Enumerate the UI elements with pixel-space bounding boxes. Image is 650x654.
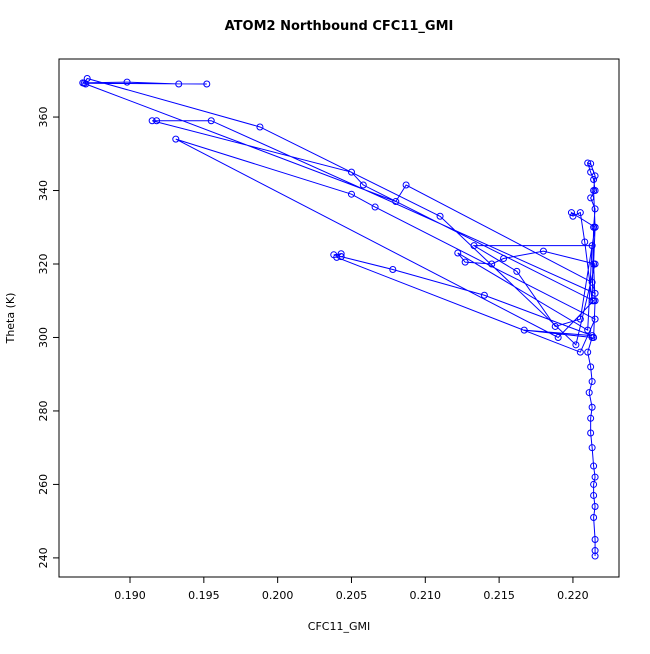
y-tick-label: 280 xyxy=(37,400,50,421)
x-tick-label: 0.195 xyxy=(188,589,220,602)
data-point xyxy=(123,78,131,86)
data-point xyxy=(588,444,596,452)
y-tick-label: 240 xyxy=(37,547,50,568)
data-point xyxy=(554,333,562,341)
data-point xyxy=(590,187,598,195)
x-tick-label: 0.200 xyxy=(262,589,294,602)
data-point xyxy=(480,291,488,299)
data-point xyxy=(359,181,367,189)
data-point xyxy=(591,315,599,323)
data-point xyxy=(587,363,595,371)
data-point xyxy=(172,135,180,143)
data-point xyxy=(591,289,599,297)
data-line xyxy=(82,77,596,557)
x-tick-label: 0.220 xyxy=(557,589,589,602)
data-point xyxy=(256,123,264,131)
data-point xyxy=(588,403,596,411)
data-point xyxy=(576,348,584,356)
data-point xyxy=(591,172,599,180)
chart-title: ATOM2 Northbound CFC11_GMI xyxy=(225,19,454,34)
y-tick-label: 360 xyxy=(37,107,50,128)
plot-frame xyxy=(58,58,620,578)
data-point xyxy=(513,267,521,275)
data-point xyxy=(588,297,596,305)
data-point xyxy=(347,168,355,176)
data-point xyxy=(337,253,345,261)
data-point xyxy=(587,429,595,437)
data-point xyxy=(590,513,598,521)
data-point xyxy=(488,260,496,268)
data-point xyxy=(207,117,215,125)
data-point xyxy=(569,212,577,220)
data-point xyxy=(590,260,598,268)
data-point xyxy=(588,242,596,250)
data-point xyxy=(551,322,559,330)
data-point xyxy=(591,205,599,213)
data-point xyxy=(590,480,598,488)
y-axis-label: Theta (K) xyxy=(4,293,17,345)
data-point xyxy=(588,278,596,286)
data-point xyxy=(587,168,595,176)
data-point xyxy=(567,209,575,217)
data-point xyxy=(588,332,596,340)
x-tick-label: 0.215 xyxy=(483,589,515,602)
data-point xyxy=(520,326,528,334)
data-point xyxy=(591,536,599,544)
data-point xyxy=(175,80,183,88)
data-point xyxy=(576,209,584,217)
data-point xyxy=(389,266,397,274)
data-point xyxy=(337,250,345,258)
data-point xyxy=(591,223,599,231)
y-tick-label: 260 xyxy=(37,474,50,495)
data-point xyxy=(584,348,592,356)
data-point xyxy=(203,80,211,88)
x-tick-label: 0.205 xyxy=(336,589,368,602)
data-point xyxy=(392,198,400,206)
data-point xyxy=(402,181,410,189)
data-point xyxy=(83,74,91,82)
x-tick-label: 0.210 xyxy=(410,589,442,602)
data-point xyxy=(591,502,599,510)
data-point xyxy=(591,547,599,555)
data-point xyxy=(591,297,599,305)
data-point xyxy=(590,333,598,341)
data-point xyxy=(576,315,584,323)
data-point xyxy=(590,462,598,470)
data-point xyxy=(590,175,598,183)
data-point xyxy=(454,249,462,257)
data-point xyxy=(153,117,161,125)
data-point xyxy=(581,238,589,246)
y-tick-label: 300 xyxy=(37,327,50,348)
data-point xyxy=(587,194,595,202)
data-point xyxy=(591,473,599,481)
data-point xyxy=(148,117,156,125)
data-point xyxy=(585,389,593,397)
data-point xyxy=(587,160,595,168)
data-point xyxy=(588,378,596,386)
data-point xyxy=(436,212,444,220)
data-point xyxy=(333,253,341,261)
data-point xyxy=(371,203,379,211)
x-axis-label: CFC11_GMI xyxy=(308,620,370,633)
y-tick-label: 340 xyxy=(37,180,50,201)
data-point xyxy=(470,242,478,250)
data-point xyxy=(347,190,355,198)
data-point xyxy=(584,159,592,167)
data-point xyxy=(461,258,469,266)
data-point xyxy=(587,414,595,422)
data-point xyxy=(584,326,592,334)
data-point xyxy=(590,491,598,499)
y-tick-label: 320 xyxy=(37,253,50,274)
data-point xyxy=(539,247,547,255)
data-point xyxy=(572,341,580,349)
data-point xyxy=(500,254,508,262)
x-tick-label: 0.190 xyxy=(114,589,146,602)
